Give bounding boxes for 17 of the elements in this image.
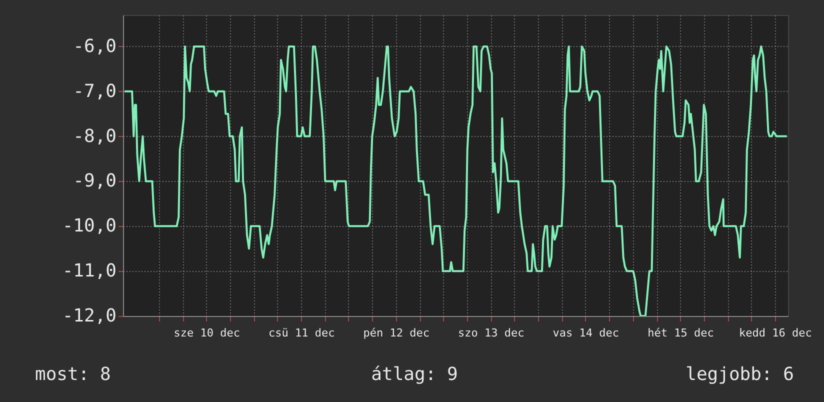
x-tick-label: sze 10 dec [174, 326, 240, 340]
x-tick-label: szo 13 dec [458, 326, 524, 340]
x-tick-label: pén 12 dec [363, 326, 430, 340]
y-tick-label: -7,0 [73, 80, 116, 102]
x-tick-label: vas 14 dec [552, 326, 620, 340]
y-tick-label: -11,0 [62, 260, 116, 282]
y-tick-label: -6,0 [73, 36, 116, 57]
y-tick-label: -8,0 [73, 126, 116, 147]
y-tick-label: -12,0 [62, 306, 116, 326]
x-tick-label: hét 15 dec [648, 326, 714, 340]
y-tick-label: -10,0 [62, 216, 116, 237]
text: most: 8 [35, 364, 111, 385]
x-tick-label: csü 11 dec [268, 326, 335, 340]
x-tick-label: kedd 16 dec [739, 326, 812, 340]
y-tick-label: -9,0 [73, 170, 116, 192]
text: legjobb: 6 [686, 364, 794, 385]
text: átlag: 9 [371, 364, 458, 385]
